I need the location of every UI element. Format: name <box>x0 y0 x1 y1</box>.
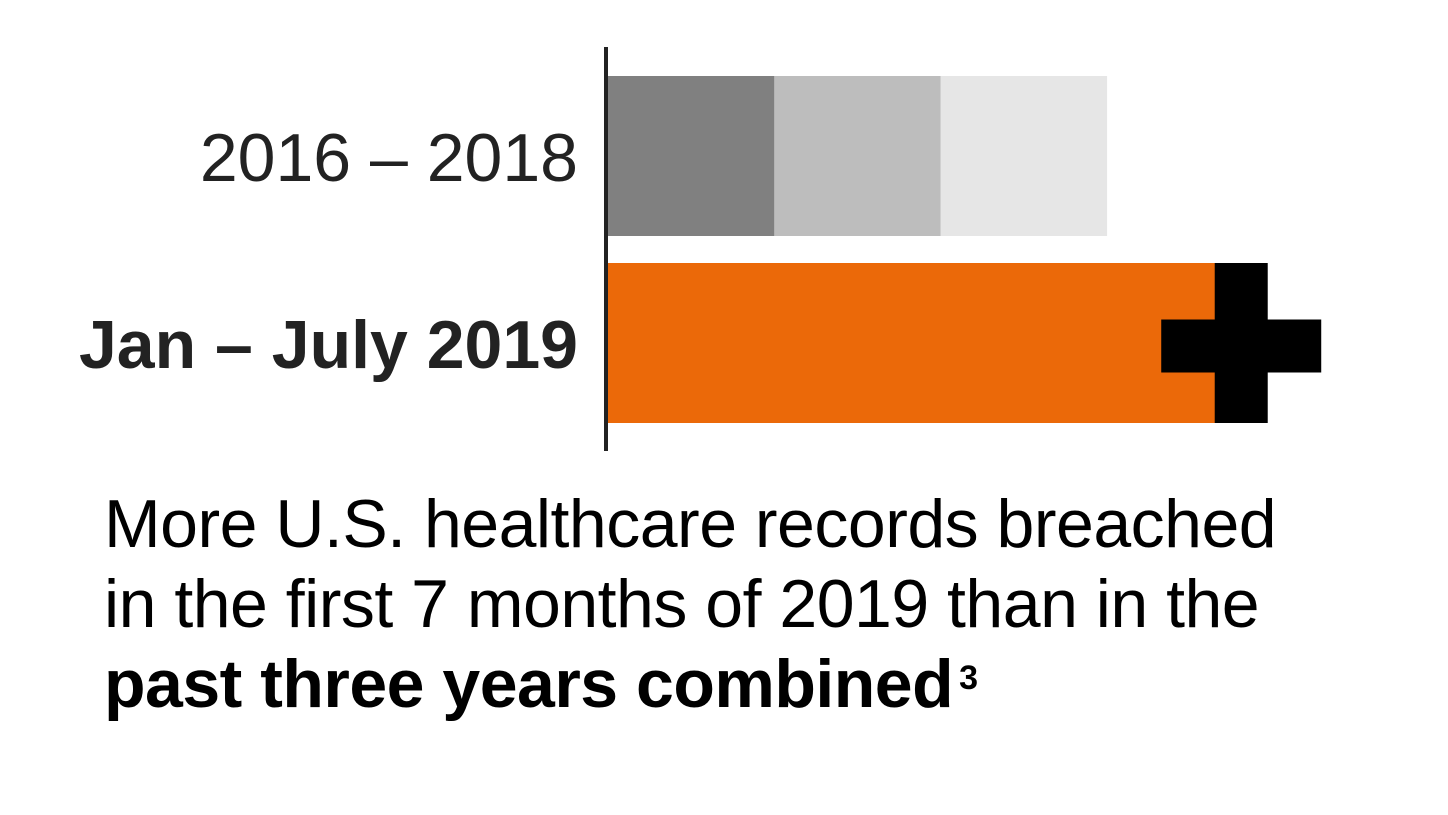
plus-icon <box>1161 263 1322 423</box>
caption-line-1: More U.S. healthcare records breached <box>104 486 1277 562</box>
caption-line-2: in the first 7 months of 2019 than in th… <box>104 566 1260 642</box>
chart-caption: More U.S. healthcare records breached in… <box>104 484 1424 724</box>
bar-segment-1-2 <box>774 76 941 236</box>
bar-segment-1-1 <box>608 76 775 236</box>
caption-line-3: past three years combined 3 <box>104 644 1424 724</box>
footnote-marker: 3 <box>959 659 978 697</box>
category-label-2: Jan – July 2019 <box>79 307 578 383</box>
stacked-bar-chart: 2016 – 2018 Jan – July 2019 <box>79 47 1322 451</box>
caption-emphasis: past three years combined <box>104 646 954 722</box>
category-label-1: 2016 – 2018 <box>200 120 578 196</box>
bar-segment-1-3 <box>940 76 1108 236</box>
plus-icon-horizontal <box>1161 319 1322 373</box>
bar-segment-2-4 <box>608 263 1216 423</box>
